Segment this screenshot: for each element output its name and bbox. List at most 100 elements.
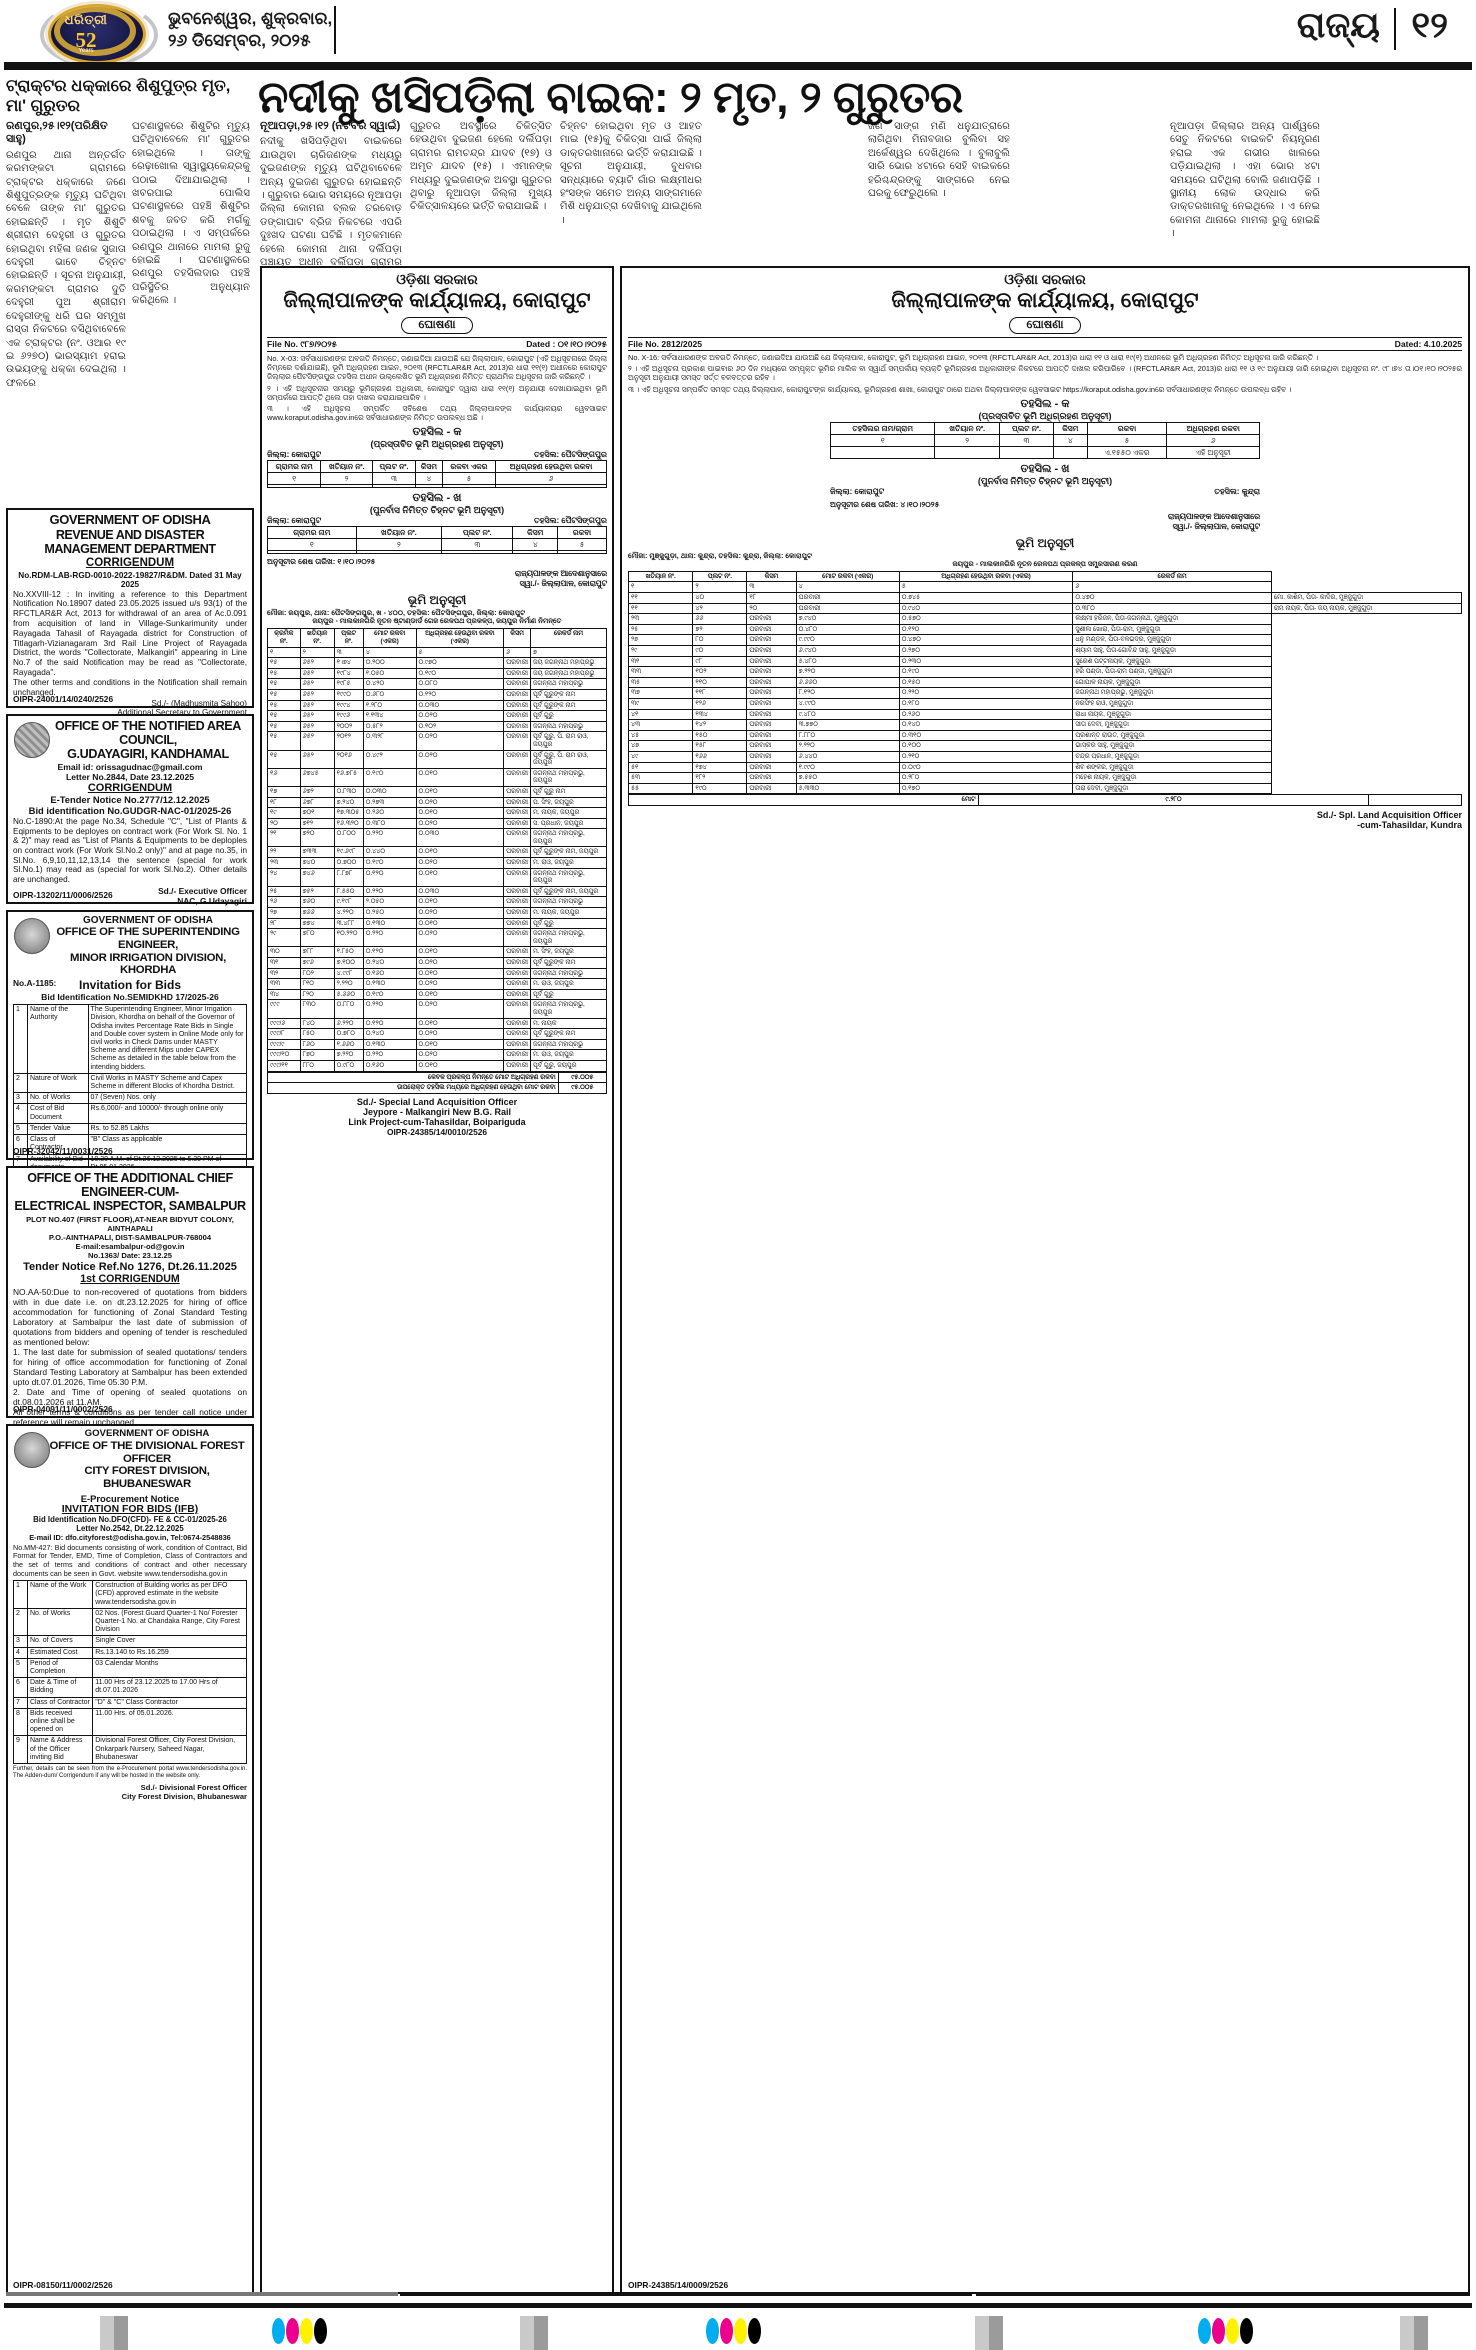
ad-signature: Sd./- (Madhusmita Sahoo) <box>151 699 247 709</box>
table-cell: Rs.6,000/- and 10000/- through online on… <box>87 1103 248 1124</box>
table-cell: ଘରବାରୀ <box>503 785 531 798</box>
table-cell: Bids received online shall be opened on <box>26 1707 94 1737</box>
ad-body-text-2: The other terms and conditions in the No… <box>13 677 247 697</box>
table-cell: ୧.୬୬୦ <box>333 1038 364 1051</box>
black-dot <box>748 2318 761 2344</box>
table-row: ୧୫ ୬୫୨ ୧।୭୪ ୦.୨୦୦ ୦.୯୭୦ ଘରବାରୀ ଜୟ ଜଗନ୍ନାଥ ମହାପ… <box>267 657 607 669</box>
table-cell: ୦.୪୯୨ <box>362 749 417 769</box>
table-cell: ଘରବାରୀ <box>503 1059 531 1072</box>
table-cell: ମ. ରାଓ, ଜୟପୁର <box>530 857 607 869</box>
news-column-7: ନୂଆପଡ଼ା ଜିଲ୍ଲାର ଅନ୍ୟ ପାର୍ଶ୍ୱରେ ସେତୁ ନିକଟ… <box>1170 120 1320 241</box>
table-cell: ଜଗନ୍ନାଥ ମହାପ୍ରଭୁ <box>530 720 607 733</box>
table-cell: ୦.୧୦୦ <box>898 740 1074 752</box>
table-cell: ୪ <box>414 472 443 486</box>
table-row: 6 Class of Contractor "B" Class as applica… <box>13 1134 248 1155</box>
table-cell: ପୂର୍ବ ଗୁରୁ ନାମ <box>530 785 607 798</box>
table-row: 1 Name of the Authority The Superintending… <box>13 1004 248 1074</box>
table-cell: ୦.୧୪୦ <box>898 719 1074 731</box>
table-cell <box>266 484 322 489</box>
table-cell: 6 <box>13 1134 28 1155</box>
cmyk-bar-2 <box>706 2318 761 2344</box>
table-cell: ୯୯୯/୧୦ <box>267 1049 301 1061</box>
table-cell <box>557 550 607 555</box>
table-row: ୯୯୯/୮ ୮୫୦ ୦.୭୮୦ ୦.୨୪୦ ୦.୦୨୦ ଘରବାରୀ ପୂର୍ବ ଗୁରୁଙ… <box>267 1028 607 1040</box>
table-cell: ୪ <box>362 646 417 659</box>
nac-emblem-icon <box>14 722 50 758</box>
logo-years-label: Years <box>78 48 94 54</box>
table-cell: ୪୩ <box>627 719 694 731</box>
table-cell: ୮୧୦ <box>299 978 335 990</box>
table-row: ୫୩ ୧୮୨ ଘରବାରୀ ୭.୫୫୦ ୦.୨୮୦ ମହେଶ ନାୟକ, ମୁଞ୍ଜୁଗୁ… <box>627 772 1462 784</box>
table-cell: Construction of Building works as per DF… <box>92 1580 247 1609</box>
table-header-cell: ପ୍ଲଟ ନଂ. <box>692 570 748 583</box>
table-cell: ୦.୧୨୦ <box>415 689 505 701</box>
table-cell: ୦.୫୮୨ <box>362 720 417 733</box>
table-row: ୧୭ ୬୭୨ ୦.୮୩୦ ୦.୦୩୦ ୦.୦୧୦ ଘରବାରୀ ପୂର୍ବ ଗୁରୁ ନାମ <box>267 785 607 798</box>
table-row: ୧୫ ୬୫୨ ୧୯୯୬ ୧.୧୩୪ ୦.୦୨୦ ଘରବାରୀ ପୂର୍ବ ଗୁରୁ <box>267 710 607 722</box>
table-cell: ୦.୨୦୦ <box>362 657 417 669</box>
table-cell: ୭୩୩ <box>299 846 335 859</box>
table-cell: ୨.୨୨୦ <box>333 978 364 990</box>
kr-dated: Dated: 4.10.2025 <box>1394 339 1462 349</box>
table-cell: ୦.୦୧୦ <box>415 946 505 958</box>
table-cell: ୦.୦୧୦ <box>415 896 505 909</box>
kr-file-no: File No. 2812/2025 <box>628 339 703 349</box>
table-cell: ପୂର୍ବ ଗୁରୁ, ପି. ରାମ ରାଓ, ଜୟପୁର <box>530 749 607 769</box>
table-header-cell: ରେକର୍ଡ ନାମ <box>530 628 607 648</box>
bottom-rule <box>4 2303 1472 2308</box>
yellow-dot <box>1226 2318 1239 2344</box>
table-cell: ୦.୧୦୨ <box>415 720 505 733</box>
table-cell: ୩.୭୭୦ <box>795 719 900 731</box>
cyan-dot <box>272 2318 285 2344</box>
news-text-2: ଘଟଣାସ୍ଥଳରେ ଶିଶୁଟିର ମୃତ୍ୟୁ ଘଟିଥିବାବେଳେ ମା… <box>132 121 250 307</box>
table-cell: ୪ <box>795 581 900 593</box>
table-cell: ଘରବାରୀ <box>746 613 797 625</box>
table-cell: Civil Works in MASTY Scheme and Capex Sc… <box>87 1072 248 1094</box>
table-cell: ୨୯ <box>267 928 301 948</box>
table-row: ୧୫ ୬୫୨ ୨୦୦୨ ୦.୫୮୨ ୦.୧୦୨ ଘରବାରୀ ଜଗନ୍ନାଥ ମହାପ୍ରଭ… <box>267 720 607 733</box>
table-cell: ୭୨୦ <box>299 828 335 848</box>
table-cell: ୦.୪୭୦ <box>898 634 1074 646</box>
table-cell: ୦.୦୨୦ <box>415 796 505 809</box>
table-cell: ୬୫୨ <box>299 710 335 722</box>
table-cell: ୦.୯୮୦ <box>333 1059 364 1072</box>
table-row: ୧୬ ୬୭୪୫ ୧୬.୭୮୫ ୦.୧୯୦ ୦.୦୧୦ ଘରବାରୀ ଜଗନ୍ନାଥ ମହାପ… <box>267 767 607 787</box>
nac-body-text: No.C-1890:At the page No.34, Schedule "C… <box>13 817 247 884</box>
table-cell: ୧୦୨ <box>692 666 748 678</box>
table-row: ୯୯୯/୧୧ ୮୮୦ ୦.୯୮୦ ୦.୧୬୦ ୦.୦୧୦ ଘରବାରୀ ପୂର୍ବ ଗୁରୁ… <box>267 1059 607 1072</box>
kl-land-line: ମୌଜା: ଜୟପୁର, ଥାନା: ପୈଟସିଙ୍ଗପୁର, ଖ - ୪୦୦,… <box>267 608 526 618</box>
kr-tableA-subtitle: (ପ୍ରସ୍ତାବିତ ଭୂମି ଅଧିଗ୍ରହଣ ଅନୁସୂଚୀ) <box>978 410 1112 421</box>
kr-land-table: ଖତିୟାନ ନଂ. ପ୍ଲଟ ନଂ. କିସମ ମୋଟ ରକବା (ଏକର) ଅଧିଗ… <box>627 570 1463 795</box>
table-cell: ଘରବାରୀ <box>503 967 531 980</box>
table-cell: ୦.୦୧୦ <box>415 807 505 819</box>
table-row: ୨୧ ୭୨୦ ୦.୮୦୦ ୦.୨୨୦ ୦.୦୩୦ ଘରବାରୀ ଜଗନ୍ନାଥ ମହାପ୍ର… <box>267 828 607 848</box>
table-cell: ୦.୩୧୦ <box>898 729 1074 742</box>
table-row: ୨୭ ୮୦ ଘରବାରୀ ୯.୯୯୦ ୦.୪୭୦ ଧନୁ ମଣ୍ଡଳ, ପିତା-ବଳଭଦ… <box>627 634 1462 646</box>
table-cell: Single Cover <box>92 1635 247 1648</box>
registration-mark-2 <box>520 2316 548 2350</box>
table-cell: ୧୬୬ <box>692 750 748 763</box>
table-cell: ଘରବାରୀ <box>503 867 531 887</box>
kr-final-signature-2: -cum-Tahasildar, Kundra <box>1357 819 1462 830</box>
table-row: ୩୨ ୮୦୨ ୪.୯୯୮ ୦.୧୬୦ ୦.୦୧୦ ଘରବାରୀ ଜଗନ୍ନାଥ ମହାପ୍ର… <box>267 967 607 980</box>
table-cell: ୨୭ <box>627 634 694 646</box>
table-cell <box>495 484 607 489</box>
page-title: ନଦୀକୁ ଖସିପଡ଼ିଲା ବାଇକ: ୨ ମୃତ, ୨ ଗୁରୁତର <box>258 73 963 122</box>
news-column-1: ରଣପୁର,୨୫।୧୨(ପରିକ୍ଷିତ ସାହୁ) ରଣପୁର ଥାନା ଅନ… <box>6 120 126 390</box>
table-cell: "D" & "C" Class Contractor <box>92 1696 247 1709</box>
table-cell: ପୂର୍ବ ଗୁରୁଙ୍କ ନାମ, ଜୟପୁର <box>530 885 607 898</box>
kr-land-title: ଭୂମି ଅନୁସୂଚୀ <box>1015 535 1075 550</box>
table-cell: ୯୯୯/୬ <box>267 1017 301 1030</box>
table-cell: ୦.୪୭୦ <box>1072 592 1272 604</box>
table-cell: ୩୦ <box>267 946 301 958</box>
table-cell: ଘରବାରୀ <box>746 782 797 795</box>
kl-final-signature-2: Jeypore - Malkangiri New B.G. Rail <box>362 1106 512 1117</box>
cfd-signature: Sd./- Divisional Forest Officer <box>140 1782 247 1792</box>
table-cell <box>441 550 514 555</box>
table-cell: ୦.୩୨୮ <box>362 731 417 751</box>
table-cell: ସ. ପ୍ରଧାନ, ଜୟପୁର <box>530 817 607 830</box>
table-cell: ଜଗନ୍ନାଥ ମହାପ୍ରଭୁ <box>530 1038 607 1051</box>
